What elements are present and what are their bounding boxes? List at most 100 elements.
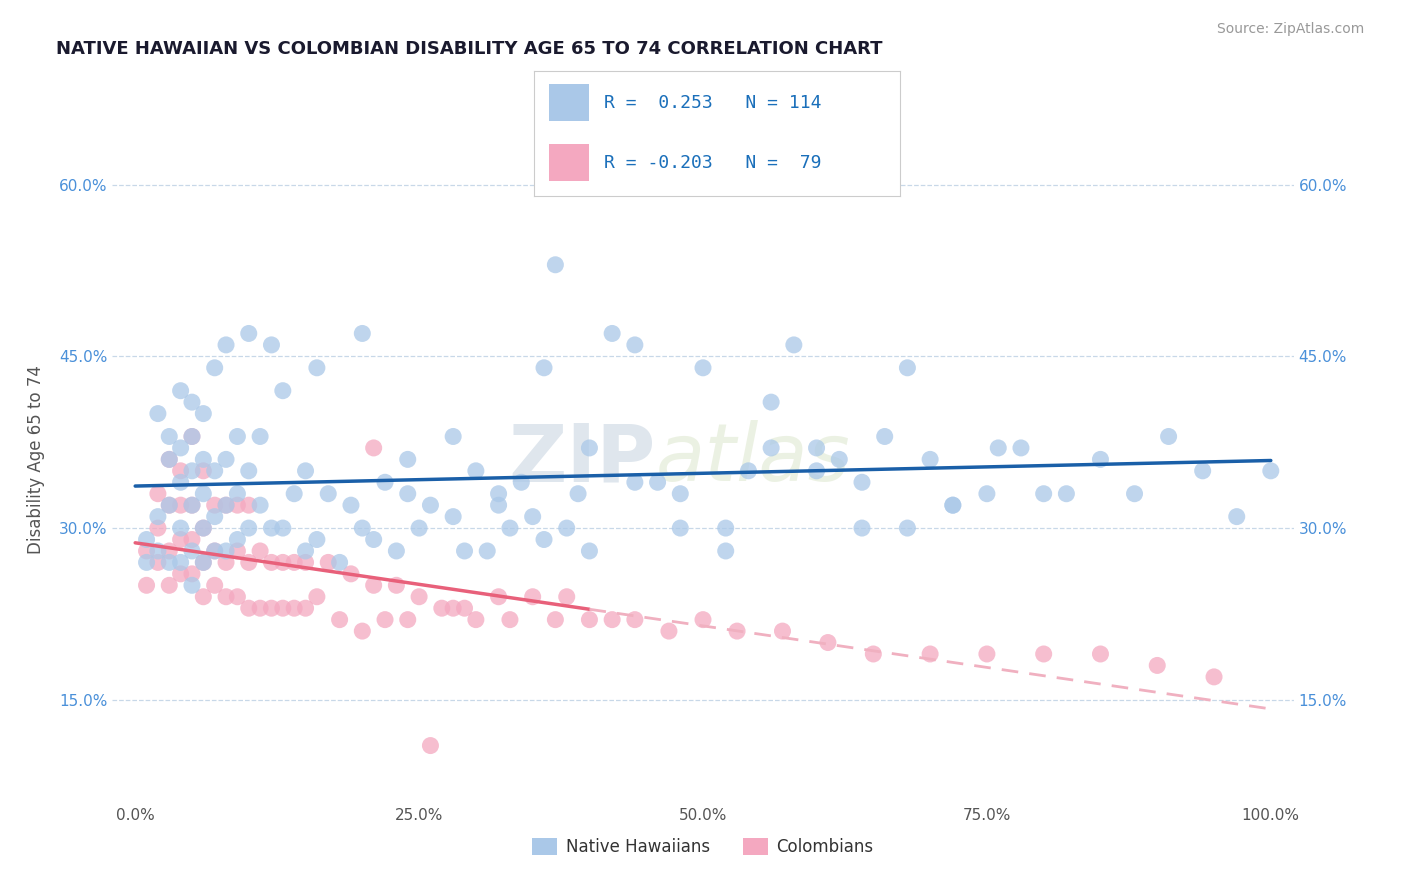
Bar [548, 84, 589, 121]
Point [181, 429, 204, 443]
Point [408, 521, 430, 535]
Point [669, 487, 692, 501]
Point [204, 509, 226, 524]
Point [453, 601, 475, 615]
Point [316, 487, 339, 501]
Point [204, 544, 226, 558]
Point [533, 360, 555, 375]
Point [920, 647, 942, 661]
Point [806, 464, 828, 478]
Point [215, 338, 238, 352]
Point [374, 475, 396, 490]
Point [1202, 670, 1225, 684]
Point [215, 452, 238, 467]
Text: ZIP: ZIP [509, 420, 655, 499]
Point [193, 555, 215, 570]
Point [714, 521, 737, 535]
Point [1032, 487, 1054, 501]
Point [430, 601, 453, 615]
Point [271, 555, 294, 570]
Point [817, 635, 839, 649]
Point [146, 487, 169, 501]
Point [862, 647, 884, 661]
Point [1054, 487, 1077, 501]
Point [851, 521, 873, 535]
Point [305, 360, 328, 375]
Point [283, 601, 305, 615]
Point [305, 533, 328, 547]
Point [1123, 487, 1146, 501]
Text: NATIVE HAWAIIAN VS COLOMBIAN DISABILITY AGE 65 TO 74 CORRELATION CHART: NATIVE HAWAIIAN VS COLOMBIAN DISABILITY … [56, 40, 883, 58]
Point [271, 384, 294, 398]
Point [169, 475, 191, 490]
Point [477, 544, 499, 558]
Point [578, 613, 600, 627]
Point [226, 590, 249, 604]
Point [976, 487, 998, 501]
Point [352, 521, 374, 535]
Point [987, 441, 1010, 455]
Point [464, 613, 486, 627]
Point [363, 441, 385, 455]
Point [783, 338, 806, 352]
Point [772, 624, 794, 639]
Point [1226, 509, 1249, 524]
Point [193, 521, 215, 535]
Point [600, 613, 623, 627]
Point [135, 555, 157, 570]
Point [441, 601, 464, 615]
Point [157, 452, 180, 467]
Point [193, 407, 215, 421]
Point [624, 338, 647, 352]
Point [215, 555, 238, 570]
Point [555, 521, 578, 535]
Point [260, 555, 283, 570]
Point [544, 258, 567, 272]
Point [942, 498, 965, 512]
Point [316, 555, 339, 570]
Point [396, 613, 419, 627]
Point [396, 452, 419, 467]
Point [169, 441, 191, 455]
Point [441, 509, 464, 524]
Text: R = -0.203   N =  79: R = -0.203 N = 79 [603, 153, 821, 171]
Point [146, 407, 169, 421]
Point [555, 590, 578, 604]
Point [488, 498, 510, 512]
Point [340, 566, 363, 581]
Point [896, 360, 918, 375]
Point [920, 452, 942, 467]
Point [226, 533, 249, 547]
Point [193, 590, 215, 604]
Point [419, 498, 441, 512]
Point [204, 464, 226, 478]
Point [215, 498, 238, 512]
Point [385, 578, 408, 592]
Point [567, 487, 589, 501]
Point [329, 613, 352, 627]
Point [226, 429, 249, 443]
Point [157, 578, 180, 592]
Point [737, 464, 759, 478]
Point [249, 429, 271, 443]
Point [669, 521, 692, 535]
Point [146, 555, 169, 570]
Point [215, 590, 238, 604]
Point [873, 429, 896, 443]
Point [374, 613, 396, 627]
Point [146, 544, 169, 558]
Point [828, 452, 851, 467]
Point [305, 590, 328, 604]
Point [157, 429, 180, 443]
Point [725, 624, 748, 639]
Point [193, 487, 215, 501]
Point [249, 498, 271, 512]
Point [181, 429, 204, 443]
Point [157, 555, 180, 570]
Point [896, 521, 918, 535]
Point [1260, 464, 1282, 478]
Point [294, 544, 316, 558]
Point [976, 647, 998, 661]
Point [1010, 441, 1032, 455]
Point [181, 533, 204, 547]
